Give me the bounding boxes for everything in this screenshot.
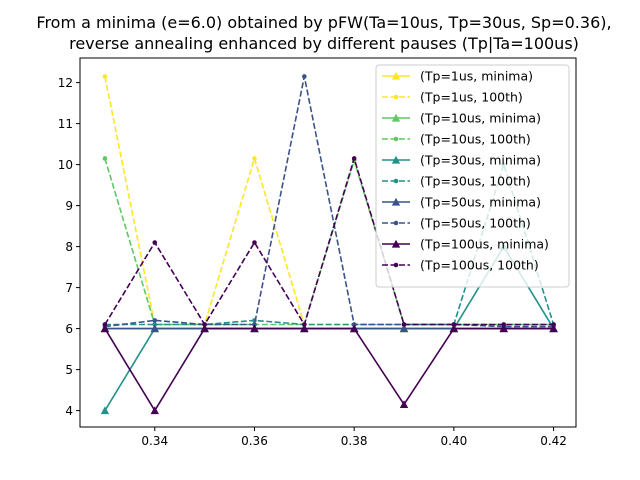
legend-entry: (Tp=10us, minima) [382, 111, 541, 126]
y-tick-label: 10 [58, 158, 73, 172]
y-tick-label: 4 [65, 404, 73, 418]
legend-entry: (Tp=100us, minima) [382, 237, 549, 252]
data-point [150, 324, 159, 333]
data-point [302, 322, 307, 327]
legend-entry: (Tp=1us, minima) [382, 69, 533, 84]
data-point [100, 406, 110, 415]
data-point [401, 322, 407, 327]
y-tick-label: 9 [65, 199, 73, 213]
data-point [102, 156, 108, 161]
legend-swatch-marker [393, 178, 399, 184]
legend-swatch-marker [393, 262, 399, 268]
plot-series [100, 74, 558, 415]
legend-entry: (Tp=100us, 100th) [382, 258, 539, 273]
legend-swatch-marker [393, 136, 399, 142]
legend-entry: (Tp=50us, 100th) [382, 216, 531, 231]
series-8 [100, 324, 558, 415]
data-point [152, 318, 158, 323]
legend-label: (Tp=10us, 100th) [420, 132, 531, 147]
y-axis: 4 5 6 7 8 9 10 11 12 [58, 76, 80, 418]
legend-label: (Tp=100us, 100th) [420, 258, 539, 273]
legend: (Tp=1us, minima) (Tp=1us, 100th) (Tp=10us,… [375, 64, 570, 288]
data-point [451, 322, 457, 327]
legend-label: (Tp=1us, 100th) [420, 90, 523, 105]
legend-swatch-marker [391, 239, 401, 248]
series-line [104, 161, 555, 326]
y-tick-label: 7 [65, 281, 73, 295]
x-tick-label: 0.34 [141, 434, 168, 448]
y-tick-label: 11 [58, 117, 73, 131]
data-point [499, 324, 508, 333]
legend-entry: (Tp=10us, 100th) [382, 132, 531, 147]
series-line [104, 155, 554, 327]
legend-swatch-marker [391, 155, 401, 164]
data-point [300, 324, 309, 333]
data-point [252, 240, 257, 245]
legend-label: (Tp=1us, minima) [420, 69, 533, 84]
legend-entry: (Tp=50us, minima) [382, 195, 541, 210]
data-point [252, 156, 257, 161]
legend-entry: (Tp=1us, 100th) [382, 90, 523, 105]
legend-entry: (Tp=30us, minima) [382, 153, 541, 168]
legend-label: (Tp=50us, minima) [420, 195, 541, 210]
y-tick-label: 8 [65, 240, 73, 254]
data-point [152, 240, 158, 245]
data-point [102, 74, 108, 79]
x-tick-label: 0.42 [540, 434, 567, 448]
chart-title-line-1: From a minima (e=6.0) obtained by pFW(Ta… [36, 13, 611, 32]
data-point [202, 322, 207, 327]
legend-swatch-marker [391, 197, 401, 206]
legend-swatch-marker [393, 94, 399, 100]
data-point [551, 322, 556, 327]
legend-label: (Tp=50us, 100th) [420, 216, 531, 231]
x-tick-label: 0.40 [441, 434, 468, 448]
plot-frame [79, 57, 577, 428]
data-point [351, 156, 357, 161]
data-point [449, 324, 459, 333]
legend-label: (Tp=100us, minima) [420, 237, 549, 252]
x-tick-label: 0.36 [241, 434, 268, 448]
legend-label: (Tp=30us, 100th) [420, 174, 531, 189]
chart-title-line-2: reverse annealing enhanced by different … [69, 34, 579, 53]
series-line [104, 327, 554, 413]
data-point [399, 400, 409, 409]
data-point [349, 324, 359, 333]
legend-swatch-marker [391, 113, 401, 122]
legend-swatch-marker [393, 220, 399, 226]
legend-box [375, 64, 570, 288]
data-point [150, 406, 159, 415]
series-line [104, 76, 554, 328]
legend-swatch-marker [391, 71, 401, 80]
series-9 [102, 155, 556, 327]
y-tick-label: 6 [65, 322, 73, 336]
data-point [102, 322, 108, 327]
y-tick-label: 5 [65, 363, 73, 377]
data-point [200, 324, 209, 333]
y-tick-label: 12 [58, 76, 73, 90]
data-point [302, 74, 307, 79]
legend-label: (Tp=10us, minima) [420, 111, 541, 126]
data-point [100, 324, 110, 333]
data-point [501, 322, 507, 327]
legend-label: (Tp=30us, minima) [420, 153, 541, 168]
data-point [250, 324, 259, 333]
data-point [549, 324, 558, 333]
x-axis: 0.34 0.36 0.38 0.40 0.42 [141, 427, 567, 448]
data-point [399, 324, 409, 333]
legend-entry: (Tp=30us, 100th) [382, 174, 531, 189]
x-tick-label: 0.38 [341, 434, 368, 448]
